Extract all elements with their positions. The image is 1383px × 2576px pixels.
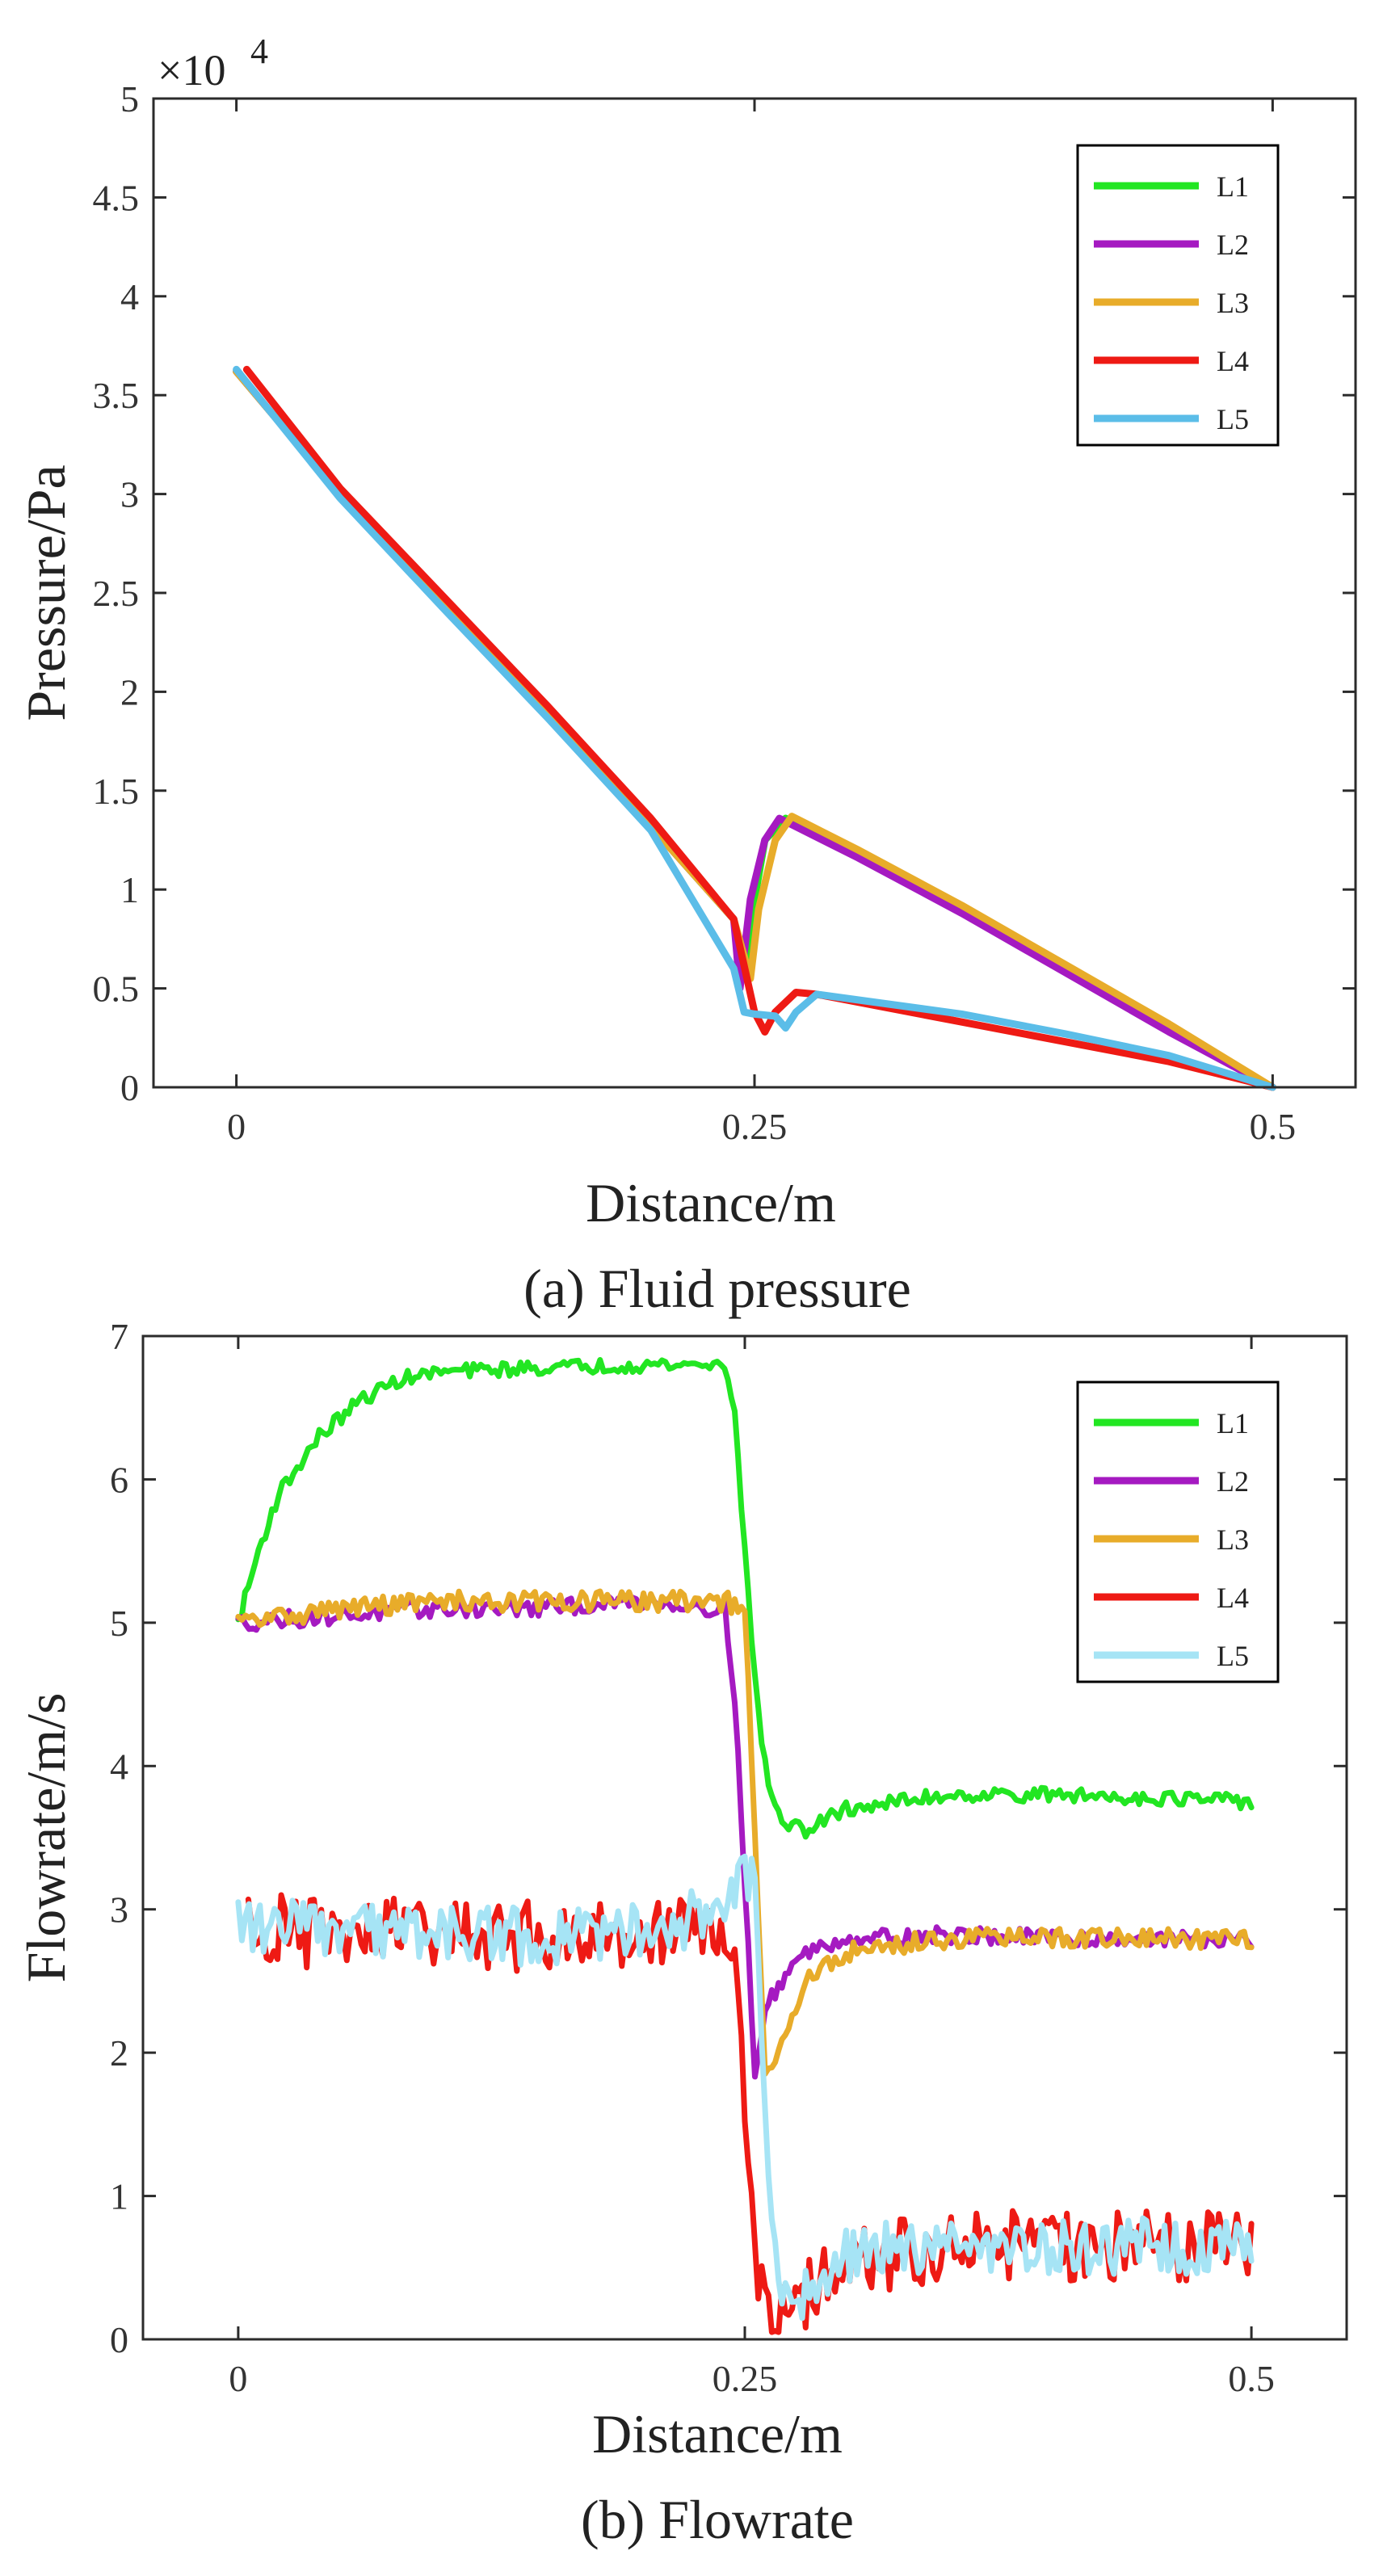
flowrate-plot-lines [235,1357,1255,2335]
pressure-y-tick-label: 5 [120,78,139,120]
pressure-chart: 0 0.25 0.5 0 0.5 1 1.5 2 2.5 3 3.5 4 4.5 5 ×10 4 Dist… [15,32,1357,1319]
flowrate-y-tick-label: 4 [110,1746,128,1787]
pressure-legend-label-l4: L4 [1217,345,1249,377]
flowrate-series-l3-line [235,1588,1255,2077]
pressure-y-tick-label: 0 [120,1067,139,1108]
flowrate-y-tick-label: 1 [110,2176,128,2217]
flowrate-legend-box [1076,1380,1280,1683]
pressure-exponent-base: ×10 [158,46,225,95]
pressure-ticks: 0 0.25 0.5 0 0.5 1 1.5 2 2.5 3 3.5 4 4.5 5 [93,78,1356,1147]
flowrate-chart: 0 0.25 0.5 0 1 2 3 4 5 6 7 Distance/m Flowrate/m/s… [15,1316,1348,2550]
flowrate-legend-label-l4: L4 [1217,1582,1249,1614]
flowrate-y-tick-label: 5 [110,1603,128,1644]
pressure-x-tick-label: 0 [227,1106,246,1147]
flowrate-y-tick-label: 6 [110,1459,128,1500]
pressure-legend-label-l3: L3 [1217,287,1249,319]
pressure-y-tick-label: 0.5 [93,969,140,1010]
flowrate-ticks: 0 0.25 0.5 0 1 2 3 4 5 6 7 [110,1316,1347,2399]
pressure-y-tick-label: 4 [120,276,139,317]
pressure-caption: (a) Fluid pressure [523,1258,911,1319]
flowrate-x-tick-label: 0.5 [1228,2358,1275,2399]
flowrate-series-l5-line [235,1853,1255,2322]
flowrate-x-tick-label: 0 [229,2358,247,2399]
pressure-plot-lines [233,365,1276,1091]
pressure-legend-box [1076,144,1280,447]
flowrate-y-tick-label: 3 [110,1889,128,1931]
flowrate-y-tick-label: 2 [110,2032,128,2074]
pressure-series-l5-line [233,365,1276,1091]
pressure-y-tick-label: 3.5 [93,375,140,416]
pressure-series-l3-line [233,368,1276,1091]
flowrate-series-l1-line [235,1357,1255,1840]
pressure-y-tick-label: 2 [120,671,139,712]
pressure-legend: L1 L2 L3 L4 L5 [1076,144,1280,447]
pressure-exponent-power: 4 [250,32,268,71]
flowrate-y-axis-label: Flowrate/m/s [15,1693,77,1983]
pressure-y-tick-label: 4.5 [93,177,140,218]
flowrate-caption: (b) Flowrate [581,2489,854,2550]
flowrate-y-tick-label: 7 [110,1316,128,1357]
flowrate-series-l4-line [245,1892,1255,2335]
pressure-series-l4-line [242,365,1276,1091]
flowrate-legend-label-l2: L2 [1217,1465,1249,1498]
pressure-legend-label-l5: L5 [1217,403,1249,435]
flowrate-x-tick-label: 0.25 [713,2358,778,2399]
pressure-x-tick-label: 0.5 [1250,1106,1297,1147]
pressure-y-axis-label: Pressure/Pa [15,464,77,721]
flowrate-legend-label-l3: L3 [1217,1523,1249,1556]
pressure-y-tick-label: 2.5 [93,573,140,614]
pressure-x-tick-label: 0.25 [722,1106,788,1147]
pressure-y-tick-label: 1 [120,869,139,910]
flowrate-x-axis-label: Distance/m [592,2403,843,2465]
pressure-y-tick-label: 1.5 [93,771,140,812]
pressure-x-axis-label: Distance/m [586,1172,836,1233]
pressure-legend-label-l2: L2 [1217,229,1249,261]
flowrate-legend-label-l1: L1 [1217,1407,1249,1439]
flowrate-legend-label-l5: L5 [1217,1640,1249,1672]
pressure-y-tick-label: 3 [120,474,139,515]
flowrate-y-tick-label: 0 [110,2319,128,2360]
flowrate-legend: L1 L2 L3 L4 L5 [1076,1380,1280,1683]
pressure-legend-label-l1: L1 [1217,170,1249,203]
